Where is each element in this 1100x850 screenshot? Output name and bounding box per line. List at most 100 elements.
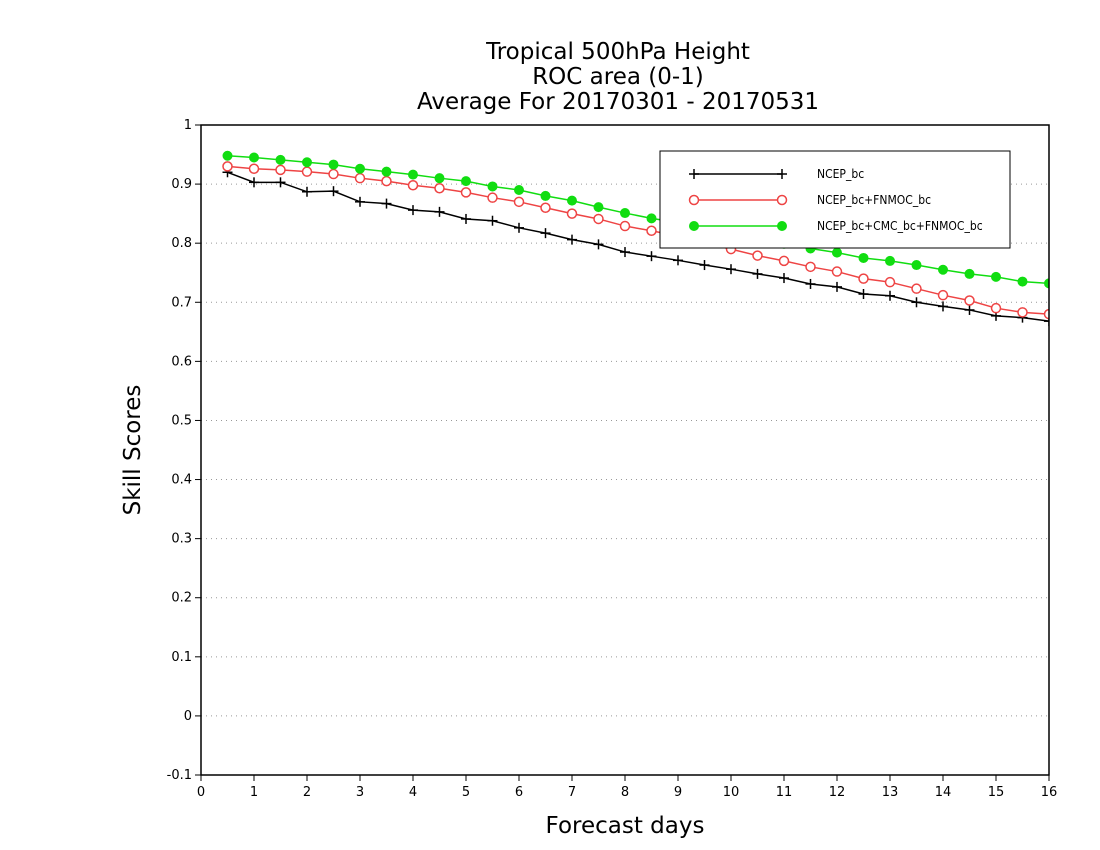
x-tick-label: 13 xyxy=(882,785,899,800)
data-point xyxy=(249,177,259,188)
data-point xyxy=(434,173,445,184)
data-point xyxy=(1017,307,1028,318)
x-tick-label: 5 xyxy=(462,785,470,800)
data-point xyxy=(858,289,869,299)
title-line-2: ROC area (0-1) xyxy=(532,64,704,90)
data-point xyxy=(566,208,578,219)
data-point xyxy=(858,273,869,284)
data-point xyxy=(646,251,657,262)
data-point xyxy=(381,175,392,187)
data-point xyxy=(620,247,630,258)
data-point xyxy=(461,213,471,224)
data-point xyxy=(699,260,710,271)
data-point xyxy=(593,239,604,250)
data-point xyxy=(275,154,286,165)
chart-title: Tropical 500hPa Height ROC area (0-1) Av… xyxy=(417,39,819,115)
data-point xyxy=(249,152,259,163)
data-point xyxy=(408,169,418,180)
data-point xyxy=(885,290,895,301)
x-tick-label: 7 xyxy=(568,785,576,800)
data-point xyxy=(461,176,471,187)
title-line-1: Tropical 500hPa Height xyxy=(485,39,750,65)
data-point xyxy=(1017,276,1028,287)
data-point xyxy=(487,192,498,203)
data-point xyxy=(302,157,312,168)
data-point xyxy=(460,187,472,198)
data-point xyxy=(832,247,842,258)
x-tick-label: 16 xyxy=(1041,785,1058,800)
data-point xyxy=(514,222,524,233)
data-point xyxy=(540,202,551,213)
x-tick-label: 6 xyxy=(515,785,523,800)
legend-label: NCEP_bc+CMC_bc+FNMOC_bc xyxy=(817,219,983,233)
y-tick-label: 0.9 xyxy=(171,177,192,192)
data-point xyxy=(673,255,683,266)
data-point xyxy=(646,225,657,237)
data-point xyxy=(248,163,260,174)
x-tick-label: 2 xyxy=(303,785,311,800)
data-point xyxy=(911,297,922,308)
data-point xyxy=(938,264,948,275)
data-point xyxy=(619,220,631,232)
data-point xyxy=(689,169,699,179)
data-point xyxy=(567,195,577,206)
data-point xyxy=(726,264,736,275)
legend-entry: NCEP_bc+CMC_bc+FNMOC_bc xyxy=(689,219,983,233)
data-point xyxy=(514,185,524,195)
data-point xyxy=(434,206,445,217)
data-point xyxy=(567,234,577,245)
data-point xyxy=(964,304,975,315)
data-point xyxy=(832,281,842,292)
data-point xyxy=(593,213,604,225)
data-point xyxy=(805,278,816,289)
data-point xyxy=(381,198,392,209)
data-point xyxy=(487,215,498,226)
plot-frame xyxy=(200,124,1050,776)
data-point xyxy=(620,208,630,219)
data-point xyxy=(408,205,418,216)
y-tick-label: 0.7 xyxy=(171,295,192,310)
y-tick-label: 0.4 xyxy=(171,473,192,488)
data-point xyxy=(355,196,365,207)
y-tick-label: 1 xyxy=(184,118,192,133)
data-point xyxy=(407,180,419,191)
data-point xyxy=(1044,316,1049,327)
data-point xyxy=(328,186,339,197)
x-tick-label: 1 xyxy=(250,785,258,800)
data-point xyxy=(752,268,763,279)
data-point xyxy=(805,261,816,273)
legend-label: NCEP_bc xyxy=(817,167,864,181)
data-point xyxy=(885,255,895,266)
x-tick-label: 0 xyxy=(197,785,205,800)
y-tick-label: 0 xyxy=(184,709,192,724)
data-point xyxy=(275,177,286,188)
data-point xyxy=(1044,278,1049,289)
y-tick-label: 0.5 xyxy=(171,413,192,428)
data-point xyxy=(513,196,525,208)
data-point xyxy=(301,166,313,177)
legend-label: NCEP_bc+FNMOC_bc xyxy=(817,193,931,207)
data-point xyxy=(222,150,233,161)
y-tick-label: 0.8 xyxy=(171,236,192,251)
data-point xyxy=(831,266,843,277)
x-tick-label: 3 xyxy=(356,785,364,800)
data-point xyxy=(779,273,789,284)
x-tick-label: 11 xyxy=(776,785,793,800)
data-point xyxy=(1043,308,1049,320)
x-tick-label: 14 xyxy=(935,785,952,800)
data-point xyxy=(540,190,551,201)
x-axis: 0 1 2 3 4 5 6 7 8 9 10 11 12 13 14 15 16 xyxy=(197,775,1057,800)
data-point xyxy=(858,252,869,263)
data-point xyxy=(990,302,1002,314)
x-tick-label: 12 xyxy=(829,785,846,800)
data-point xyxy=(646,213,657,224)
data-point xyxy=(434,182,445,194)
data-point xyxy=(938,301,948,312)
data-point xyxy=(302,186,312,197)
data-point xyxy=(884,276,896,288)
data-point xyxy=(355,163,365,174)
data-point xyxy=(354,172,366,184)
y-axis-label: Skill Scores xyxy=(120,385,146,516)
y-tick-label: 0.2 xyxy=(171,591,192,606)
